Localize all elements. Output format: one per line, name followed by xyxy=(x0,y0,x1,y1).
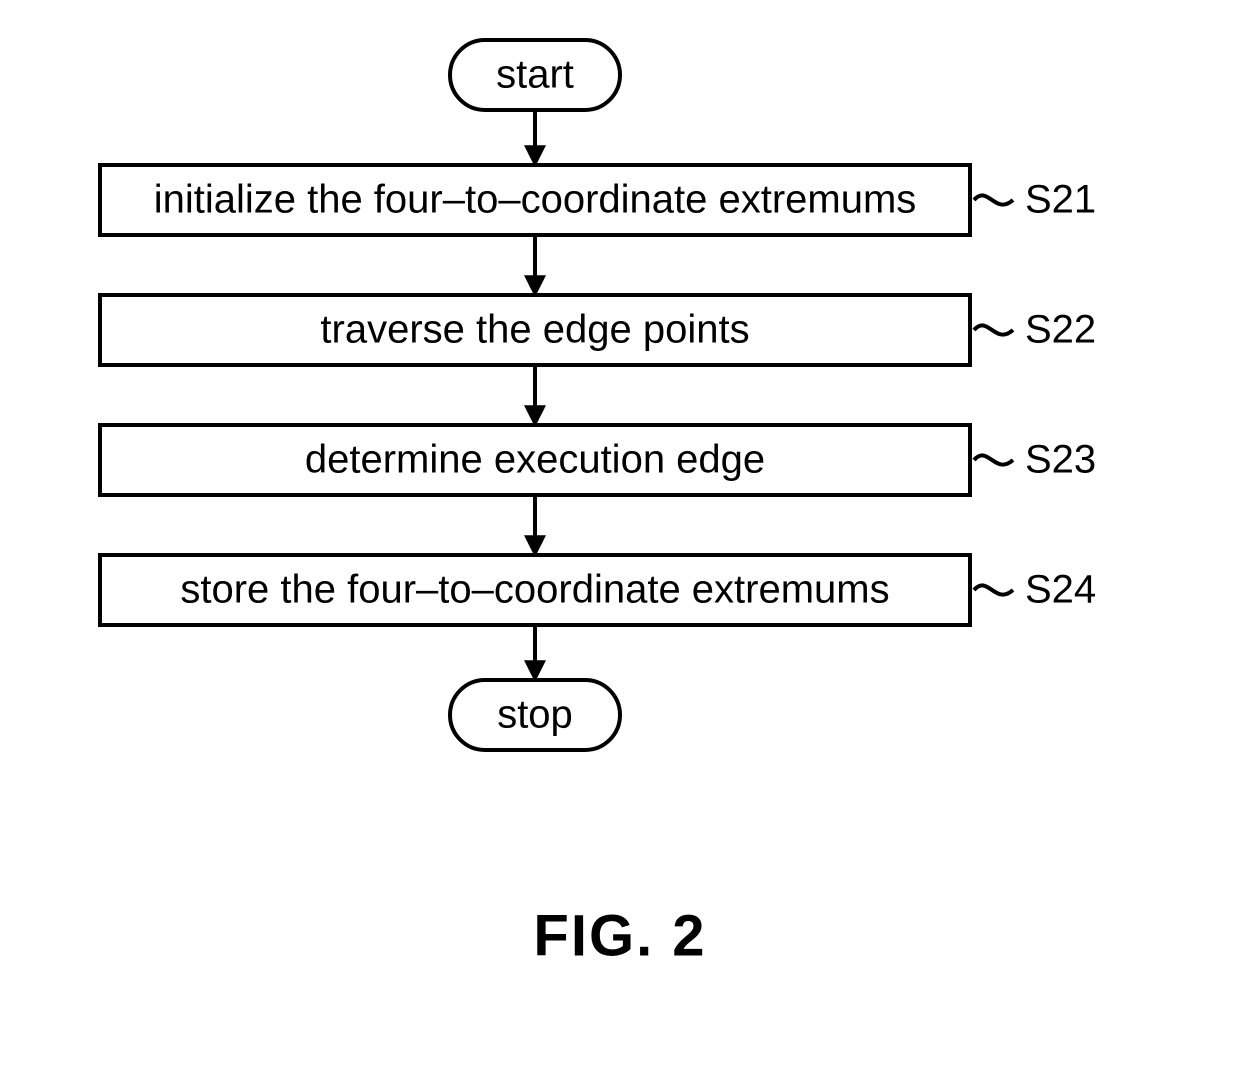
s23-leader xyxy=(974,455,1013,464)
s24-tag: S24 xyxy=(1025,568,1096,612)
s23-tag: S23 xyxy=(1025,438,1096,482)
s21-tag: S21 xyxy=(1025,178,1096,222)
s21-label: initialize the four–to–coordinate extrem… xyxy=(154,178,917,222)
stop-label: stop xyxy=(497,693,573,737)
flowchart-canvas: start initialize the four–to–coordinate e… xyxy=(0,0,1240,1071)
process-s22: traverse the edge points S22 xyxy=(100,295,1096,365)
flowchart-svg: start initialize the four–to–coordinate e… xyxy=(0,0,1240,1071)
process-s24: store the four–to–coordinate extremums S2… xyxy=(100,555,1096,625)
process-s21: initialize the four–to–coordinate extrem… xyxy=(100,165,1096,235)
process-s23: determine execution edge S23 xyxy=(100,425,1096,495)
start-label: start xyxy=(496,53,574,97)
terminal-stop: stop xyxy=(450,680,620,750)
s23-label: determine execution edge xyxy=(305,438,765,482)
figure-title: FIG. 2 xyxy=(533,903,706,968)
s24-leader xyxy=(974,585,1013,594)
s24-label: store the four–to–coordinate extremums xyxy=(180,568,889,612)
s22-label: traverse the edge points xyxy=(320,308,749,352)
s21-leader xyxy=(974,195,1013,204)
terminal-start: start xyxy=(450,40,620,110)
s22-tag: S22 xyxy=(1025,308,1096,352)
s22-leader xyxy=(974,325,1013,334)
